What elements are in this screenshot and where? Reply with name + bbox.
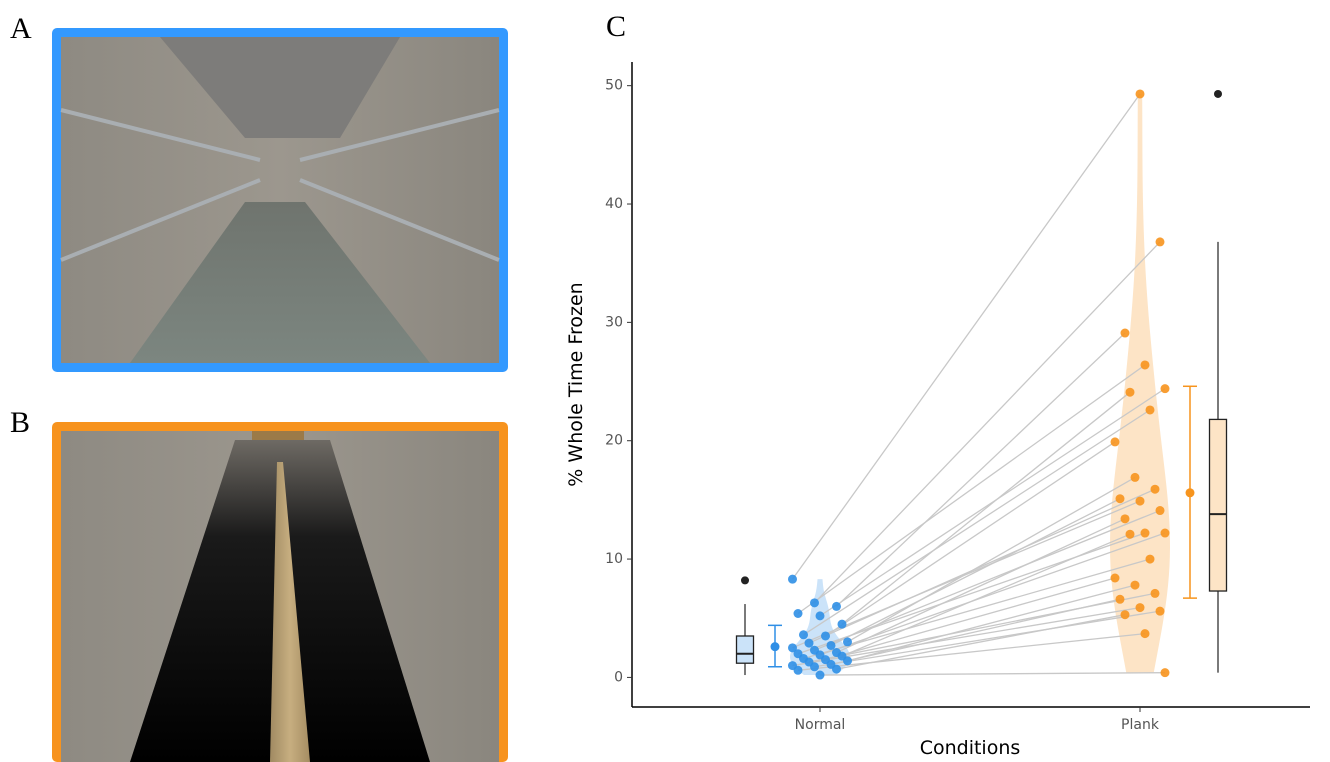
data-point bbox=[1131, 581, 1140, 590]
pair-line bbox=[848, 477, 1136, 642]
data-point bbox=[1141, 529, 1150, 538]
data-point bbox=[832, 602, 841, 611]
data-point bbox=[1116, 595, 1125, 604]
data-point bbox=[1161, 668, 1170, 677]
outlier bbox=[1214, 90, 1222, 98]
data-point bbox=[1156, 506, 1165, 515]
box bbox=[737, 636, 754, 663]
panel-b-image bbox=[52, 422, 508, 762]
data-point bbox=[1121, 329, 1130, 338]
pair-line bbox=[842, 392, 1130, 624]
x-tick-label: Plank bbox=[1121, 717, 1160, 733]
data-point bbox=[1156, 607, 1165, 616]
data-point bbox=[843, 656, 852, 665]
chart: 0 10 20 30 40 50 Normal Plank % Whole Time Froze… bbox=[565, 62, 1310, 759]
pair-line bbox=[842, 534, 1130, 656]
data-point bbox=[1136, 89, 1145, 98]
data-point bbox=[1151, 485, 1160, 494]
data-point bbox=[843, 637, 852, 646]
data-point bbox=[832, 665, 841, 674]
data-point bbox=[1151, 589, 1160, 598]
data-point bbox=[827, 641, 836, 650]
box bbox=[1210, 419, 1227, 591]
data-point bbox=[1121, 514, 1130, 523]
data-point bbox=[1126, 530, 1135, 539]
data-point bbox=[799, 630, 808, 639]
data-point bbox=[821, 631, 830, 640]
mean-point bbox=[771, 642, 780, 651]
data-point bbox=[794, 609, 803, 618]
y-tick-label: 10 bbox=[605, 551, 623, 567]
data-point bbox=[1136, 497, 1145, 506]
data-point bbox=[1161, 529, 1170, 538]
pair-line bbox=[793, 94, 1141, 579]
y-tick-label: 50 bbox=[605, 78, 623, 94]
y-tick-label: 0 bbox=[614, 669, 623, 685]
x-tick-label: Normal bbox=[795, 717, 846, 733]
pair-line bbox=[820, 673, 1165, 675]
data-point bbox=[1141, 629, 1150, 638]
data-point bbox=[816, 671, 825, 680]
data-point bbox=[1111, 437, 1120, 446]
outlier bbox=[741, 576, 749, 584]
panel-label: C bbox=[606, 10, 626, 43]
data-point bbox=[1121, 610, 1130, 619]
panel-a-image bbox=[52, 28, 508, 372]
y-axis-title: % Whole Time Frozen bbox=[565, 282, 587, 486]
pair-line bbox=[815, 242, 1161, 603]
y-tick-label: 30 bbox=[605, 314, 623, 330]
data-point bbox=[1111, 574, 1120, 583]
data-point bbox=[1131, 473, 1140, 482]
data-point bbox=[1126, 388, 1135, 397]
mean-point bbox=[1186, 488, 1195, 497]
data-point bbox=[1141, 360, 1150, 369]
data-point bbox=[1116, 494, 1125, 503]
y-tick-label: 20 bbox=[605, 433, 623, 449]
data-point bbox=[810, 662, 819, 671]
pair-line bbox=[804, 559, 1151, 658]
pair-line bbox=[804, 410, 1151, 635]
data-point bbox=[788, 575, 797, 584]
panel-label: B bbox=[10, 406, 30, 439]
data-point bbox=[810, 598, 819, 607]
data-point bbox=[794, 666, 803, 675]
y-tick-label: 40 bbox=[605, 196, 623, 212]
panel-label: A bbox=[10, 12, 32, 45]
data-point bbox=[1161, 384, 1170, 393]
x-axis-title: Conditions bbox=[920, 737, 1021, 759]
data-point bbox=[816, 611, 825, 620]
pair-line bbox=[826, 442, 1116, 636]
pair-line bbox=[798, 365, 1145, 614]
data-point bbox=[805, 639, 814, 648]
data-point bbox=[1136, 603, 1145, 612]
figure: A B C 0 10 20 30 40 50 Normal Plank % Whole Time… bbox=[0, 0, 1330, 762]
data-point bbox=[1156, 237, 1165, 246]
data-point bbox=[838, 620, 847, 629]
data-point bbox=[1146, 555, 1155, 564]
data-point bbox=[1146, 405, 1155, 414]
